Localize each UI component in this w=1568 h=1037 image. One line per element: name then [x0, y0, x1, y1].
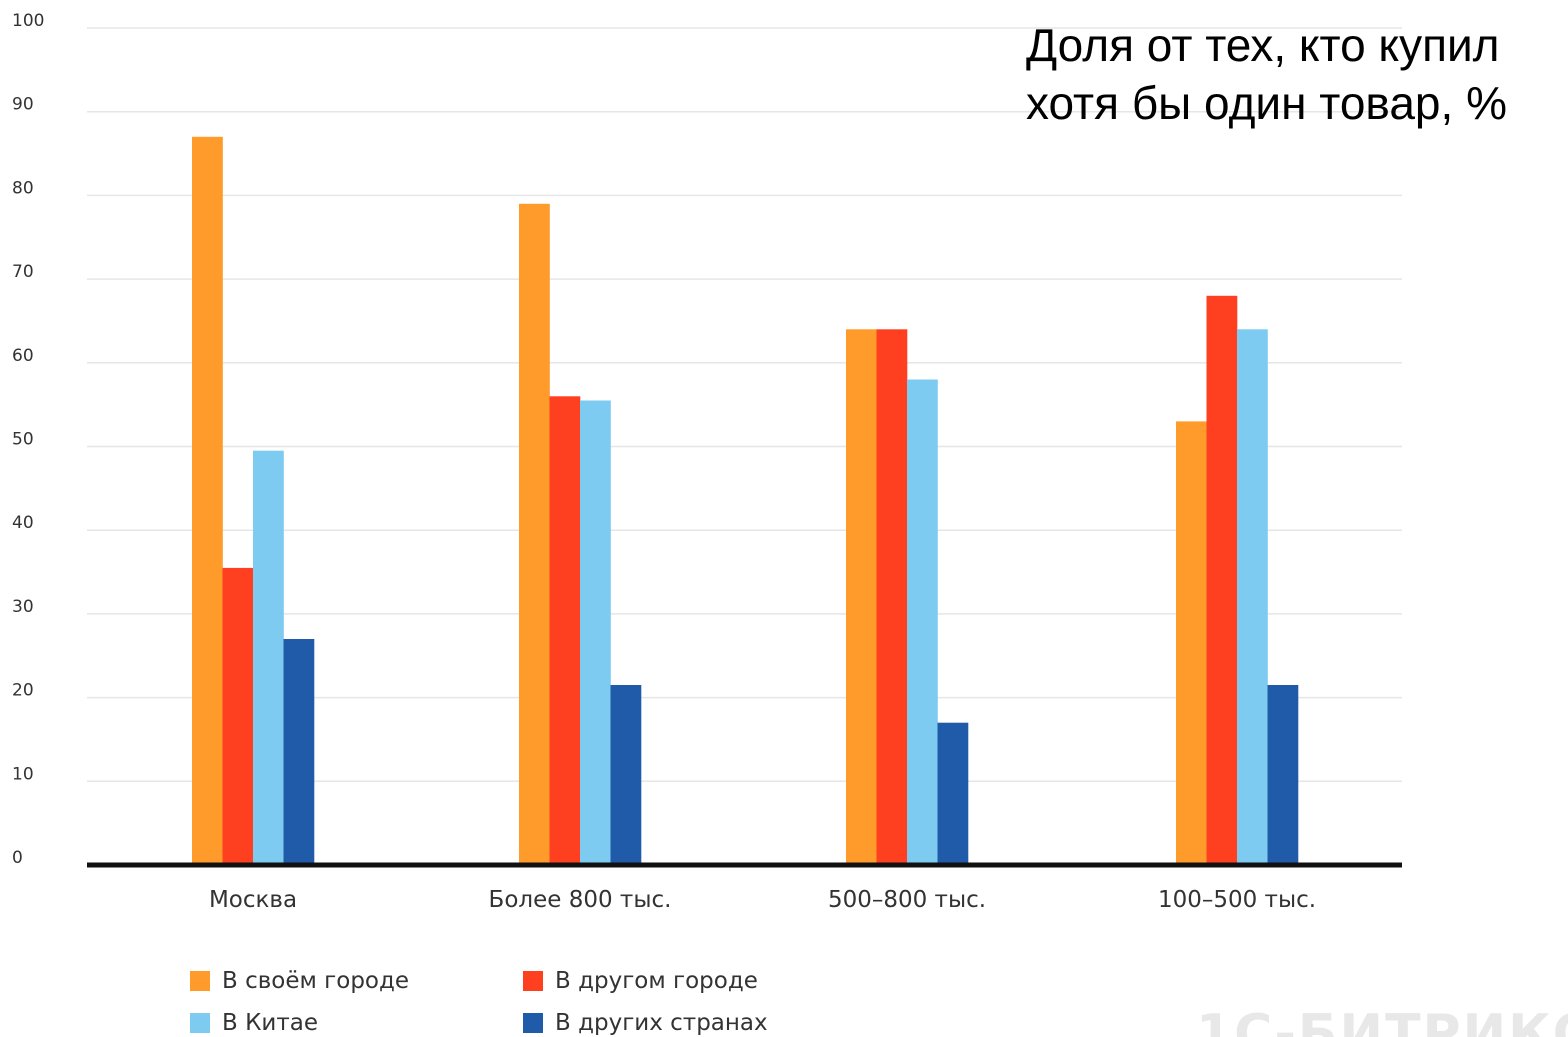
bars: [192, 136, 1299, 866]
bar: [580, 400, 611, 865]
legend-label-other-city: В другом городе: [555, 968, 758, 994]
x-axis-categories: Москва Более 800 тыс. 500–800 тыс. 100–500 …: [209, 887, 1316, 913]
bar: [907, 379, 938, 865]
legend-swatch-own-city: [190, 971, 210, 991]
chart-title: Доля от тех, кто купил хотя бы один това…: [1026, 16, 1566, 132]
bar: [1206, 295, 1238, 865]
bar: [253, 450, 284, 865]
bar: [846, 329, 877, 865]
legend-label-china: В Китае: [222, 1010, 319, 1036]
legend-label-own-city: В своём городе: [222, 968, 410, 994]
bar: [222, 567, 254, 865]
legend-item-other-countries: В других странах: [523, 1010, 768, 1036]
legend-swatch-other-city: [523, 971, 543, 991]
x-category-label: Более 800 тыс.: [489, 887, 672, 913]
bar: [1176, 421, 1207, 865]
y-tick-label: 80: [12, 178, 34, 198]
legend-swatch-other-countries: [523, 1013, 543, 1033]
y-tick-label: 30: [12, 597, 34, 617]
legend-item-china: В Китае: [190, 1010, 318, 1036]
watermark-logo: 1С-БИТРИКС: [1196, 1004, 1568, 1037]
bar: [1267, 685, 1299, 865]
bar: [283, 639, 315, 865]
y-tick-label: 90: [12, 95, 34, 115]
bar: [937, 722, 969, 865]
y-tick-label: 20: [12, 681, 34, 701]
x-category-label: Москва: [209, 887, 297, 913]
bar: [1237, 329, 1268, 865]
x-category-label: 100–500 тыс.: [1158, 887, 1316, 913]
bar: [519, 203, 550, 866]
legend-item-other-city: В другом городе: [523, 968, 758, 994]
bar: [192, 136, 223, 866]
legend-swatch-china: [190, 1013, 210, 1033]
legend: В своём городе В другом городе В Китае В…: [190, 966, 890, 1037]
y-tick-label: 100: [12, 11, 44, 31]
legend-label-other-countries: В других странах: [555, 1010, 768, 1036]
bar: [610, 685, 642, 865]
legend-item-own-city: В своём городе: [190, 968, 409, 994]
y-tick-label: 10: [12, 764, 34, 784]
y-tick-label: 60: [12, 346, 34, 366]
y-tick-label: 50: [12, 430, 34, 450]
y-tick-label: 40: [12, 513, 34, 533]
bar: [876, 329, 908, 865]
y-tick-label: 70: [12, 262, 34, 282]
bar: [549, 396, 581, 865]
y-axis-ticks: 0 10 20 30 40 50 60 70 80 90 100: [12, 11, 44, 868]
y-tick-label: 0: [12, 848, 23, 868]
chart-title-line-1: Доля от тех, кто купил: [1026, 19, 1500, 71]
chart-title-line-2: хотя бы один товар, %: [1026, 77, 1507, 129]
x-category-label: 500–800 тыс.: [828, 887, 986, 913]
